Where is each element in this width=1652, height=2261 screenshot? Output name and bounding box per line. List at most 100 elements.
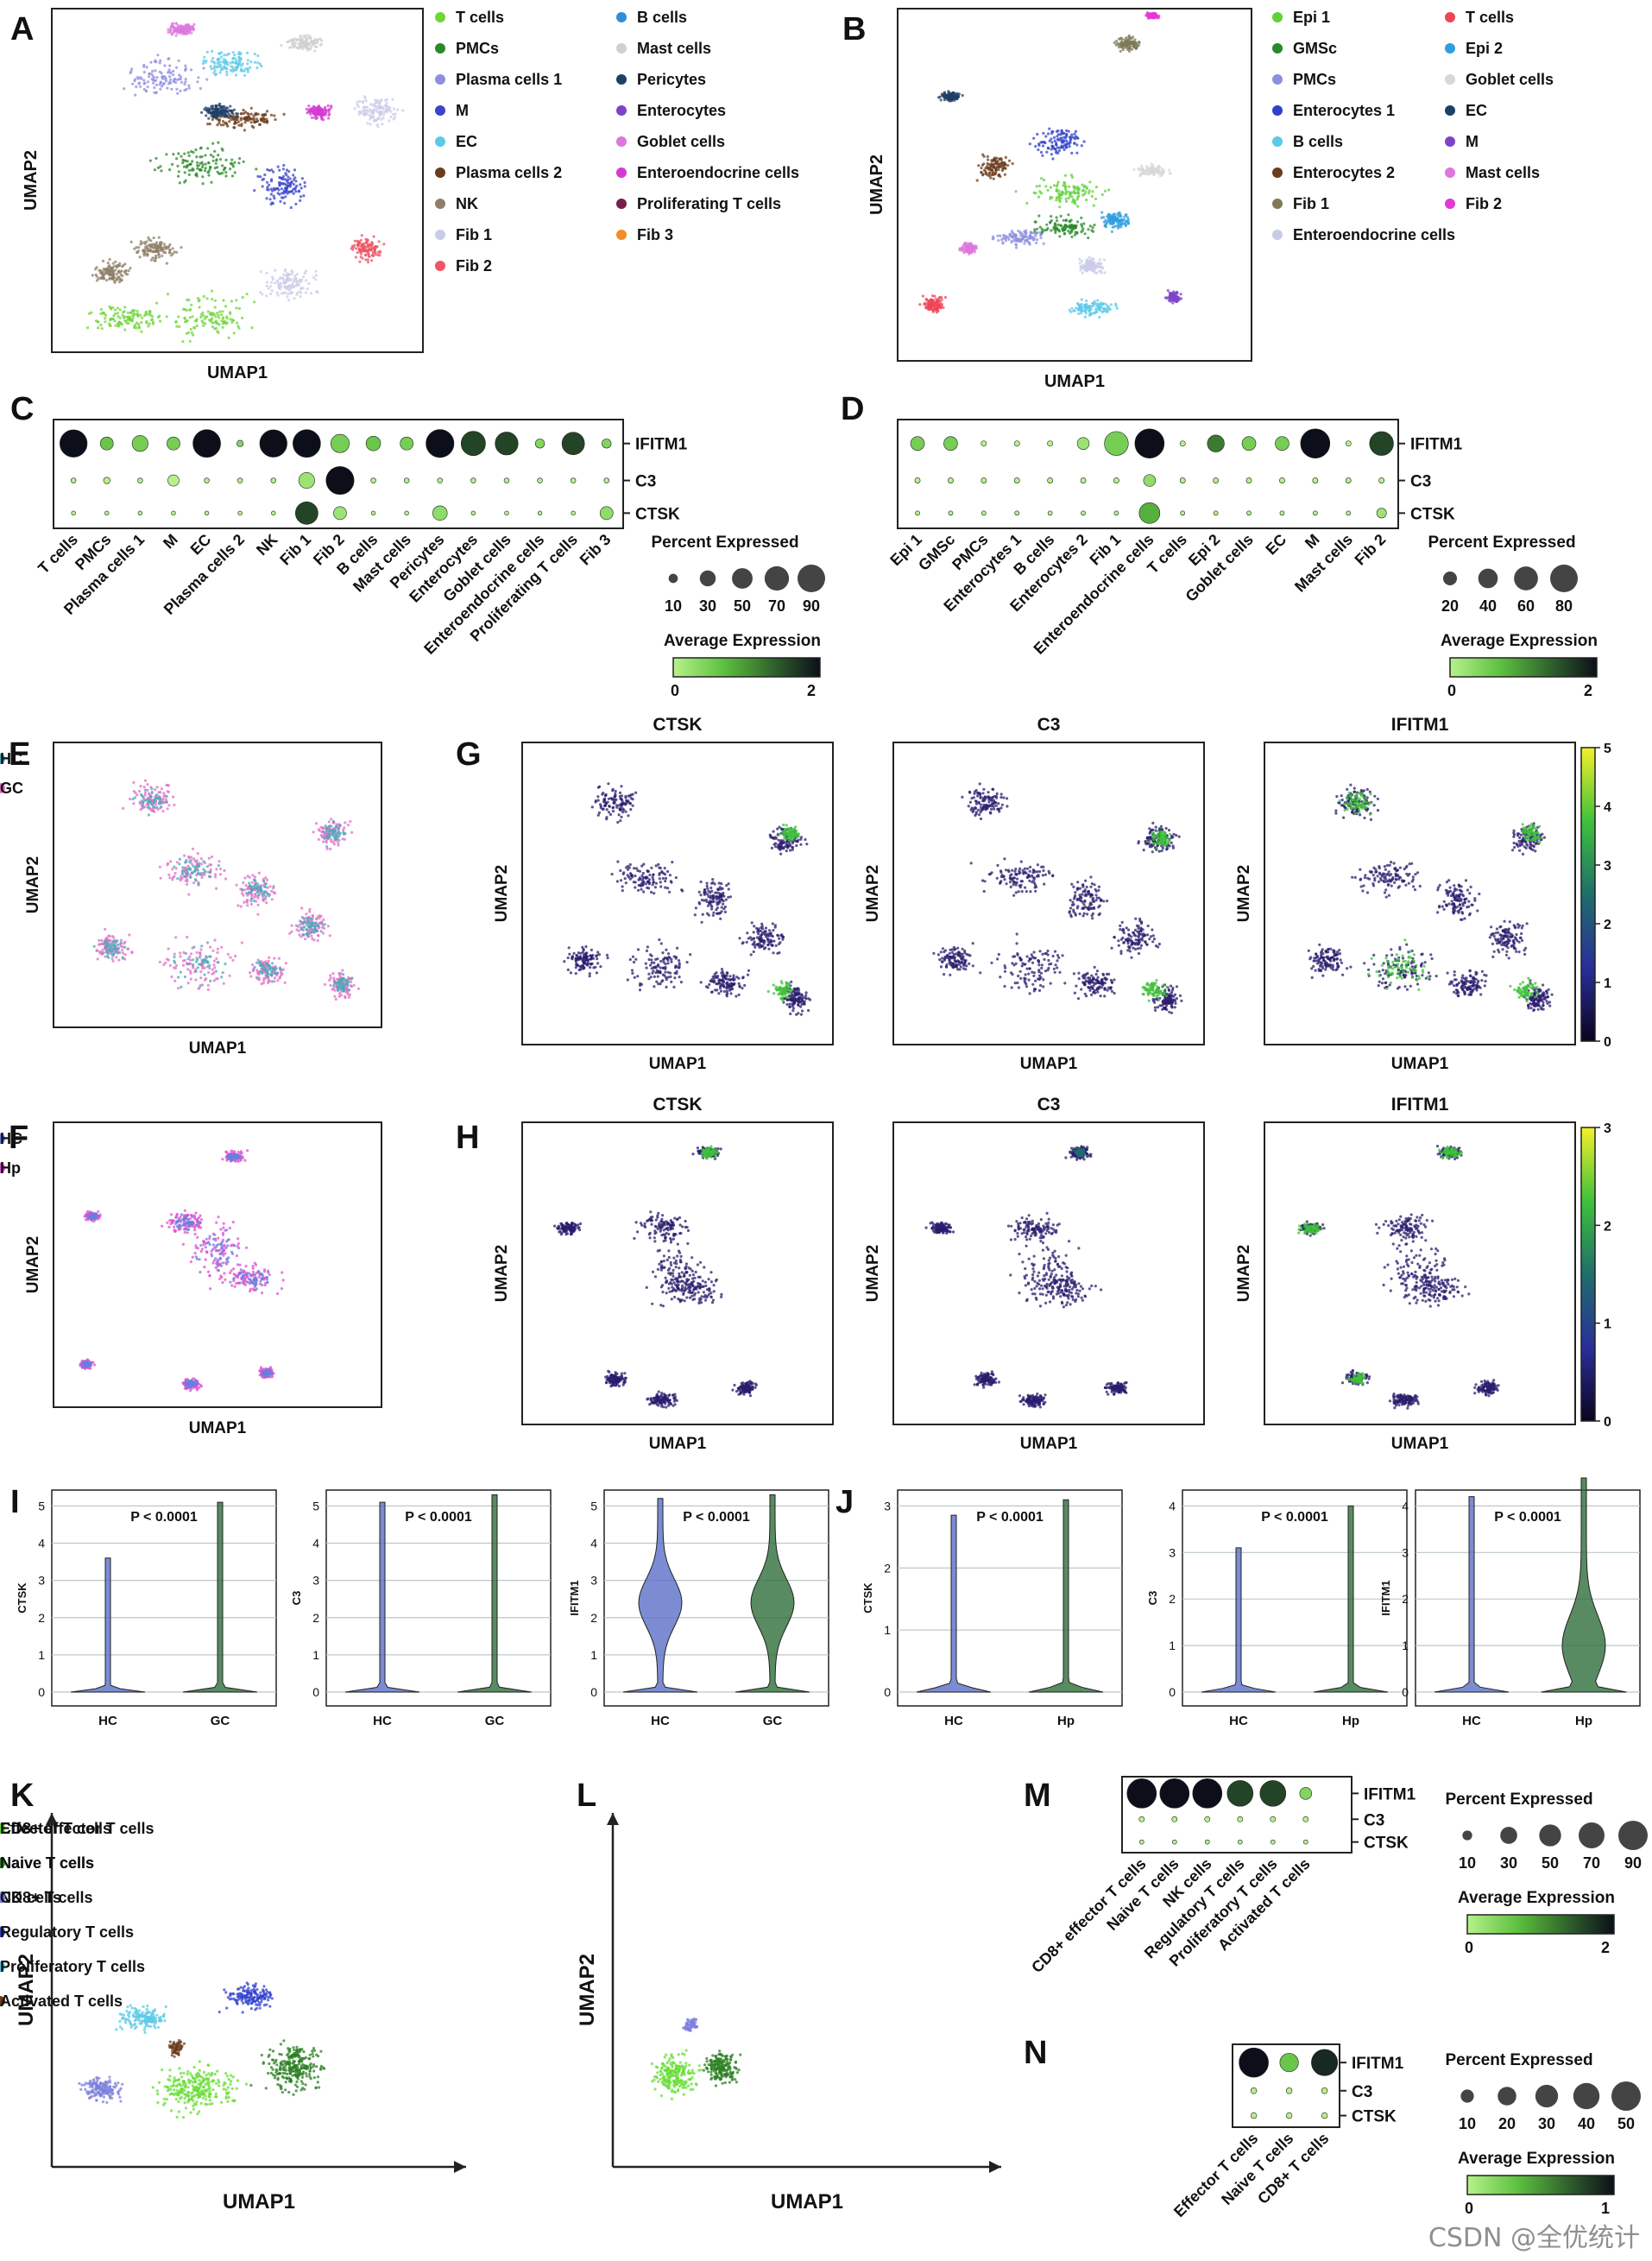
umap-point xyxy=(1088,256,1091,259)
umap-point xyxy=(121,275,124,278)
umap-point xyxy=(1154,14,1157,17)
umap-point xyxy=(281,167,285,171)
umap-point xyxy=(299,294,302,299)
dot-mark xyxy=(915,510,920,516)
umap-point xyxy=(1121,48,1125,52)
umap-point xyxy=(174,34,178,37)
umap-point xyxy=(1061,227,1064,231)
umap-point xyxy=(249,900,253,903)
umap-point xyxy=(156,54,160,57)
umap-point xyxy=(293,44,296,47)
umap-point xyxy=(1179,293,1182,296)
umap-point xyxy=(176,92,180,95)
umap-point xyxy=(946,97,949,100)
umap-point xyxy=(1056,228,1060,231)
dot-mark xyxy=(1014,510,1020,516)
umap-point xyxy=(1144,172,1147,175)
umap-point xyxy=(318,43,322,47)
umap-point xyxy=(139,240,142,243)
umap-point xyxy=(1023,242,1026,245)
umap-point xyxy=(147,813,150,817)
umap-point xyxy=(292,182,295,186)
umap-point xyxy=(121,956,124,959)
umap-point xyxy=(1126,216,1129,219)
umap-point xyxy=(302,933,306,937)
umap-point xyxy=(941,94,944,98)
umap-point xyxy=(1095,305,1099,308)
umap-point xyxy=(363,110,367,113)
umap-point xyxy=(221,971,224,975)
umap-point xyxy=(150,787,154,791)
dot-mark xyxy=(980,477,987,483)
umap-point xyxy=(302,34,306,38)
umap-point xyxy=(151,74,154,78)
umap-point xyxy=(927,299,930,302)
umap-point xyxy=(116,944,119,947)
umap-point xyxy=(1088,189,1091,193)
umap-point xyxy=(1052,136,1056,139)
umap-point xyxy=(145,247,149,250)
color-legend-title: Average Expression xyxy=(1441,632,1598,650)
umap-point xyxy=(295,293,299,296)
umap-point xyxy=(111,959,115,963)
umap-point xyxy=(325,845,329,849)
umap-point xyxy=(148,795,152,799)
umap-point xyxy=(1070,151,1074,155)
umap-point xyxy=(1065,142,1069,146)
size-legend-label: 50 xyxy=(734,597,751,615)
umap-point xyxy=(334,997,337,1001)
umap-point xyxy=(1083,309,1087,313)
dot-mark xyxy=(603,477,609,483)
umap-point xyxy=(147,806,150,810)
umap-point xyxy=(108,257,111,262)
umap-point xyxy=(1064,190,1068,193)
umap-point xyxy=(331,988,334,991)
umap-point xyxy=(1038,231,1042,234)
umap-point xyxy=(243,117,246,121)
umap-point xyxy=(372,116,375,119)
umap-point xyxy=(117,320,121,324)
umap-point xyxy=(973,250,976,254)
umap-point xyxy=(113,319,117,323)
umap-point xyxy=(217,154,220,157)
umap-point xyxy=(185,332,188,335)
umap-point xyxy=(287,292,290,295)
umap-point xyxy=(269,180,274,183)
umap-point xyxy=(158,61,161,65)
dot-mark xyxy=(1213,510,1219,516)
umap-point xyxy=(142,63,146,67)
umap-point xyxy=(1050,129,1054,133)
umap-point xyxy=(279,971,283,975)
umap-point xyxy=(137,326,141,330)
umap-point xyxy=(206,988,210,991)
umap-point xyxy=(172,153,175,156)
umap-point xyxy=(173,979,177,982)
umap-point xyxy=(225,70,229,73)
umap-point xyxy=(1088,309,1091,313)
umap-point xyxy=(179,970,182,974)
umap-point xyxy=(1073,132,1076,136)
umap-point xyxy=(217,57,220,60)
umap-point xyxy=(396,108,400,111)
umap-point xyxy=(135,326,138,330)
umap-point xyxy=(378,104,381,108)
legend-label: Goblet cells xyxy=(1466,71,1554,88)
umap-point xyxy=(282,189,286,193)
umap-point xyxy=(104,955,107,958)
umap-point xyxy=(146,244,149,248)
umap-point xyxy=(1010,230,1014,233)
umap-point xyxy=(173,78,176,81)
umap-point xyxy=(1081,183,1084,186)
umap-point xyxy=(161,797,165,800)
umap-point xyxy=(259,175,262,179)
umap-point xyxy=(243,900,246,904)
umap-point xyxy=(96,957,99,961)
umap-point xyxy=(166,293,170,296)
umap-point xyxy=(986,155,989,158)
umap-point xyxy=(251,963,255,967)
umap-point xyxy=(303,271,306,275)
umap-point xyxy=(233,54,236,57)
umap-point xyxy=(159,59,162,62)
legend-swatch xyxy=(616,230,627,240)
umap-point xyxy=(214,326,218,330)
